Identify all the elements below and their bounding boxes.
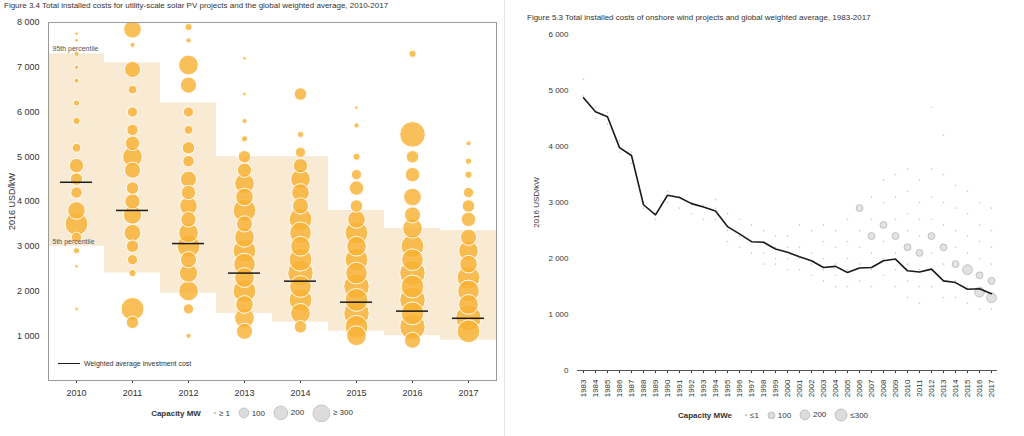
- html-text:Weighted average investment co: Weighted average investment cost: [84, 360, 192, 367]
- html-text:Figure 5.3 Total installed cos: Figure 5.3 Total installed costs of onsh…: [527, 13, 871, 22]
- svg-text:5 000: 5 000: [548, 86, 569, 95]
- svg-text:2014: 2014: [951, 379, 960, 397]
- html-text:200: 200: [290, 408, 305, 418]
- svg-text:2005: 2005: [843, 379, 852, 397]
- svg-text:2012: 2012: [178, 388, 198, 398]
- html-text:100: 100: [251, 408, 265, 418]
- svg-text:3 000: 3 000: [17, 241, 40, 251]
- svg-text:2011: 2011: [123, 388, 142, 398]
- svg-text:5 000: 5 000: [17, 152, 40, 162]
- svg-text:2016: 2016: [975, 379, 984, 397]
- html-text:100: 100: [777, 410, 792, 420]
- svg-text:1989: 1989: [651, 379, 660, 397]
- svg-text:1987: 1987: [627, 379, 636, 397]
- svg-text:1990: 1990: [663, 379, 672, 397]
- svg-text:2009: 2009: [891, 379, 900, 397]
- svg-text:2017: 2017: [458, 388, 478, 398]
- svg-text:2010: 2010: [66, 388, 86, 398]
- html-text:≤1: ≤1: [750, 410, 759, 420]
- html-text:Capacity MW: Capacity MW: [151, 408, 201, 418]
- svg-text:2015: 2015: [346, 388, 366, 398]
- svg-text:2000: 2000: [783, 379, 792, 397]
- svg-text:1991: 1991: [675, 379, 684, 397]
- svg-text:2016 USD/kW: 2016 USD/kW: [7, 172, 17, 230]
- html-text:200: 200: [813, 410, 827, 420]
- svg-text:1999: 1999: [771, 379, 780, 397]
- svg-text:6 000: 6 000: [548, 30, 569, 39]
- svg-text:1993: 1993: [699, 379, 708, 397]
- svg-text:2017: 2017: [987, 379, 996, 397]
- svg-text:1996: 1996: [735, 379, 744, 397]
- svg-text:1983: 1983: [579, 379, 588, 397]
- svg-text:4 000: 4 000: [548, 142, 569, 151]
- svg-text:1995: 1995: [723, 379, 732, 397]
- svg-text:0: 0: [564, 366, 569, 375]
- svg-text:2010: 2010: [903, 379, 912, 397]
- svg-text:2008: 2008: [879, 379, 888, 397]
- svg-text:2011: 2011: [915, 379, 924, 397]
- svg-text:2015: 2015: [963, 379, 972, 397]
- svg-text:2004: 2004: [831, 379, 840, 397]
- svg-text:2006: 2006: [855, 379, 864, 397]
- svg-text:1988: 1988: [639, 379, 648, 397]
- svg-text:1 000: 1 000: [548, 310, 569, 319]
- html-text:≤300: ≤300: [850, 410, 869, 420]
- svg-text:2016 USD/kW: 2016 USD/kW: [532, 177, 541, 228]
- svg-text:2003: 2003: [819, 379, 828, 397]
- svg-text:5th percentile: 5th percentile: [53, 237, 95, 245]
- svg-text:3 000: 3 000: [548, 198, 569, 207]
- svg-text:1994: 1994: [711, 379, 720, 397]
- html-text:≥ 1: ≥ 1: [218, 408, 230, 418]
- svg-text:2007: 2007: [867, 379, 876, 397]
- svg-text:1998: 1998: [759, 379, 768, 397]
- svg-text:8 000: 8 000: [17, 17, 40, 27]
- svg-text:4 000: 4 000: [17, 196, 40, 206]
- svg-text:2013: 2013: [234, 388, 254, 398]
- svg-text:1984: 1984: [591, 379, 600, 397]
- svg-text:2001: 2001: [795, 379, 804, 397]
- svg-text:2016: 2016: [402, 388, 422, 398]
- svg-text:7 000: 7 000: [17, 62, 40, 72]
- html-text:Figure 3.4 Total installed cos: Figure 3.4 Total installed costs for uti…: [4, 1, 389, 10]
- svg-text:6 000: 6 000: [17, 107, 40, 117]
- svg-text:2 000: 2 000: [548, 254, 569, 263]
- svg-text:1 000: 1 000: [17, 331, 40, 341]
- svg-text:1997: 1997: [747, 379, 756, 397]
- svg-text:1992: 1992: [687, 379, 696, 397]
- svg-text:1985: 1985: [603, 379, 612, 397]
- svg-text:1986: 1986: [615, 379, 624, 397]
- svg-text:2012: 2012: [927, 379, 936, 397]
- svg-text:2013: 2013: [939, 379, 948, 397]
- svg-text:95th percentile: 95th percentile: [53, 45, 99, 53]
- svg-text:2014: 2014: [290, 388, 310, 398]
- svg-text:2002: 2002: [807, 379, 816, 397]
- html-text:Capacity MWe: Capacity MWe: [677, 410, 732, 420]
- html-text:≥ 300: ≥ 300: [332, 408, 353, 418]
- svg-text:2 000: 2 000: [17, 286, 40, 296]
